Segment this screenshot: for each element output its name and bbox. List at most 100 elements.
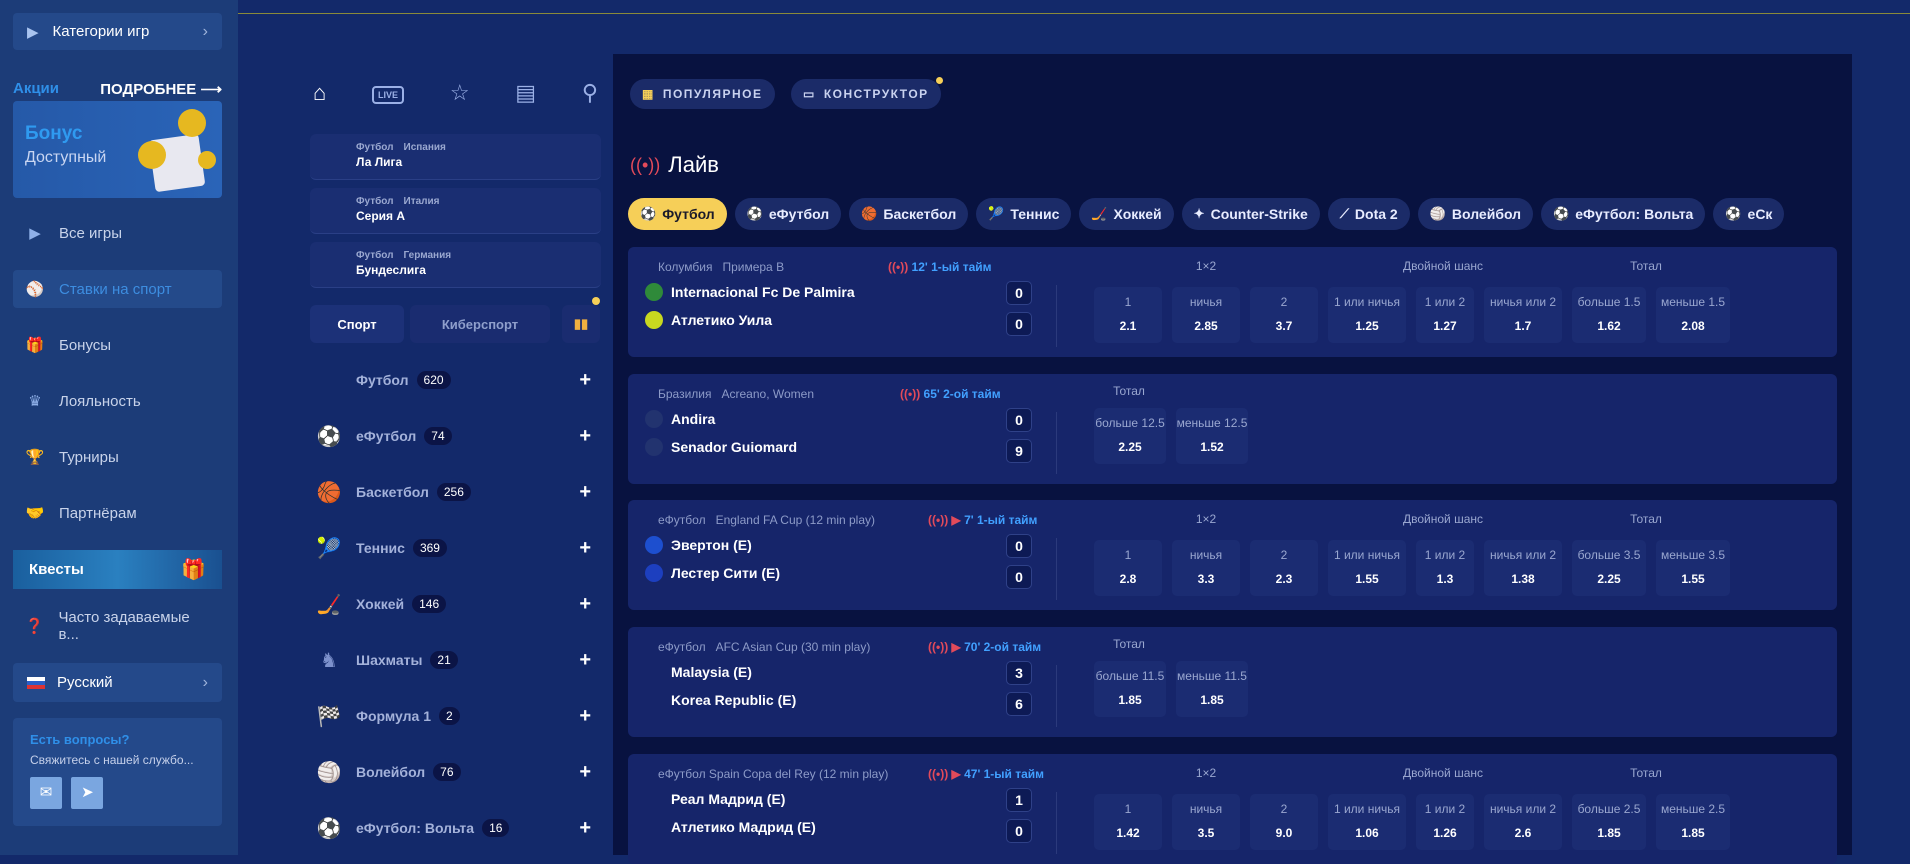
odds-button[interactable]: больше 3.5 2.25 <box>1572 540 1646 596</box>
odds-button[interactable]: меньше 11.5 1.85 <box>1176 661 1248 717</box>
expand-plus-icon[interactable]: + <box>579 648 591 671</box>
top-league-item[interactable]: Футбол Италия Серия А <box>310 188 601 234</box>
team-row[interactable]: Реал Мадрид (E) <box>645 790 785 808</box>
popular-button[interactable]: ▦ ПОПУЛЯРНОЕ <box>630 79 775 109</box>
language-selector[interactable]: Русский › <box>13 663 222 702</box>
sport-chip[interactable]: ⚽ Футбол <box>628 198 727 230</box>
sport-list-item[interactable]: ♞ Шахматы 21 + <box>310 640 601 680</box>
sidebar-item[interactable]: 🏆 Турниры <box>13 438 222 476</box>
odds-button[interactable]: ничья или 2 1.38 <box>1484 540 1562 596</box>
bonus-banner[interactable]: Бонус Доступный <box>13 101 222 198</box>
odds-button[interactable]: меньше 12.5 1.52 <box>1176 408 1248 464</box>
odds-button[interactable]: меньше 3.5 1.55 <box>1656 540 1730 596</box>
sidebar-item[interactable]: ♛ Лояльность <box>13 382 222 420</box>
expand-plus-icon[interactable]: + <box>579 480 591 503</box>
constructor-button[interactable]: ▭ КОНСТРУКТОР <box>791 77 943 109</box>
expand-plus-icon[interactable]: + <box>579 536 591 559</box>
odds-button[interactable]: больше 12.5 2.25 <box>1094 408 1166 464</box>
sport-chip[interactable]: 🏐 Волейбол <box>1417 198 1534 230</box>
sport-list-item[interactable]: 🏀 Баскетбол 256 + <box>310 472 601 512</box>
odds-button[interactable]: 1 или ничья 1.25 <box>1328 287 1406 343</box>
stats-button[interactable]: ▮▮ <box>562 297 600 343</box>
chip-label: Теннис <box>1010 206 1060 222</box>
odds-button[interactable]: ничья или 2 1.7 <box>1484 287 1562 343</box>
sport-list-item[interactable]: Футбол 620 + <box>310 360 601 400</box>
team-row[interactable]: Internacional Fc De Palmira <box>645 283 855 301</box>
odds-button[interactable]: ничья или 2 2.6 <box>1484 794 1562 850</box>
odds-button[interactable]: ничья 3.5 <box>1172 794 1240 850</box>
odds-button[interactable]: 1 или 2 1.26 <box>1416 794 1474 850</box>
odds-button[interactable]: 1 или ничья 1.55 <box>1328 540 1406 596</box>
expand-plus-icon[interactable]: + <box>579 592 591 615</box>
expand-plus-icon[interactable]: + <box>579 704 591 727</box>
sport-name: Шахматы <box>356 652 423 668</box>
sport-chip[interactable]: ⚽ еФутбол <box>734 198 842 230</box>
sport-list-item[interactable]: 🏒 Хоккей 146 + <box>310 584 601 624</box>
odds-button[interactable]: меньше 2.5 1.85 <box>1656 794 1730 850</box>
top-league-item[interactable]: Футбол Испания Ла Лига <box>310 134 601 180</box>
odds-button[interactable]: 1 1.42 <box>1094 794 1162 850</box>
odds-button[interactable]: 1 или 2 1.3 <box>1416 540 1474 596</box>
telegram-button[interactable]: ➤ <box>71 777 104 809</box>
live-icon[interactable]: LIVE <box>372 86 405 104</box>
sport-chip[interactable]: 🏀 Баскетбол <box>849 198 969 230</box>
odds-button[interactable]: 2 9.0 <box>1250 794 1318 850</box>
odds-button[interactable]: ничья 2.85 <box>1172 287 1240 343</box>
faq-link[interactable]: ❓ Часто задаваемые в... <box>13 607 222 645</box>
sport-list-item[interactable]: 🎾 Теннис 369 + <box>310 528 601 568</box>
home-icon[interactable]: ⌂ <box>313 80 327 105</box>
sport-list-item[interactable]: 🏁 Формула 1 2 + <box>310 696 601 736</box>
sport-chip[interactable]: ✦ Counter-Strike <box>1181 198 1320 230</box>
match-card: Колумбия Примера B ((•)) 12' 1-ый тайм Int… <box>628 247 1837 357</box>
expand-plus-icon[interactable]: + <box>579 368 591 391</box>
odds-button[interactable]: 1 2.8 <box>1094 540 1162 596</box>
odds-button[interactable]: меньше 1.5 2.08 <box>1656 287 1730 343</box>
team-row[interactable]: Korea Republic (E) <box>645 691 796 709</box>
odds-button[interactable]: ничья 3.3 <box>1172 540 1240 596</box>
email-button[interactable]: ✉ <box>30 777 62 809</box>
odds-button[interactable]: больше 1.5 1.62 <box>1572 287 1646 343</box>
odds-button[interactable]: 1 2.1 <box>1094 287 1162 343</box>
quests-banner[interactable]: Квесты 🎁 <box>13 550 222 589</box>
sport-list-item[interactable]: ⚽ еФутбол: Вольта 16 + <box>310 808 601 848</box>
odds-button[interactable]: больше 11.5 1.85 <box>1094 661 1166 717</box>
odds-button[interactable]: больше 2.5 1.85 <box>1572 794 1646 850</box>
odds-button[interactable]: 1 или ничья 1.06 <box>1328 794 1406 850</box>
team-row[interactable]: Эвертон (E) <box>645 536 752 554</box>
odds-button[interactable]: 1 или 2 1.27 <box>1416 287 1474 343</box>
sport-chip[interactable]: ⟋ Dota 2 <box>1327 198 1410 230</box>
odds-label: больше 2.5 <box>1577 802 1641 816</box>
team-row[interactable]: Лестер Сити (E) <box>645 564 780 582</box>
team-row[interactable]: Атлетико Мадрид (E) <box>645 818 816 836</box>
search-icon[interactable]: ⚲ <box>581 80 598 105</box>
game-categories-button[interactable]: ▶ Категории игр › <box>13 13 222 50</box>
sport-list-item[interactable]: ⚽ еФутбол 74 + <box>310 416 601 456</box>
tab-sport[interactable]: Спорт <box>310 305 404 343</box>
sport-chip[interactable]: 🏒 Хоккей <box>1079 198 1174 230</box>
sidebar-item[interactable]: ▶ Все игры <box>13 214 222 252</box>
market-group-label: Двойной шанс <box>1402 259 1483 273</box>
team-row[interactable]: Атлетико Уила <box>645 311 772 329</box>
sport-chip[interactable]: 🎾 Теннис <box>976 198 1072 230</box>
expand-plus-icon[interactable]: + <box>579 760 591 783</box>
sport-list-item[interactable]: 🏐 Волейбол 76 + <box>310 752 601 792</box>
odds-button[interactable]: 2 2.3 <box>1250 540 1318 596</box>
top-league-item[interactable]: Футбол Германия Бундеслига <box>310 242 601 288</box>
team-row[interactable]: Senador Guiomard <box>645 438 797 456</box>
expand-plus-icon[interactable]: + <box>579 424 591 447</box>
sidebar-item[interactable]: 🤝 Партнёрам <box>13 494 222 532</box>
promo-more-link[interactable]: ПОДРОБНЕЕ ⟶ <box>100 80 222 98</box>
betslip-icon[interactable]: ▤ <box>515 80 537 105</box>
match-time: ((•)) ▶ 47' 1-ый тайм <box>928 767 1044 781</box>
star-icon[interactable]: ☆ <box>449 80 470 105</box>
team-row[interactable]: Andira <box>645 410 715 428</box>
tab-esport[interactable]: Киберспорт <box>410 305 550 343</box>
sidebar-item[interactable]: 🎁 Бонусы <box>13 326 222 364</box>
team-row[interactable]: Malaysia (E) <box>645 663 752 681</box>
odds-button[interactable]: 2 3.7 <box>1250 287 1318 343</box>
expand-plus-icon[interactable]: + <box>579 816 591 839</box>
sport-chip[interactable]: ⚽ еФутбол: Вольта <box>1541 198 1706 230</box>
sport-chip[interactable]: ⚽ eСк <box>1713 198 1785 230</box>
sidebar-item[interactable]: ⚾ Ставки на спорт <box>13 270 222 308</box>
